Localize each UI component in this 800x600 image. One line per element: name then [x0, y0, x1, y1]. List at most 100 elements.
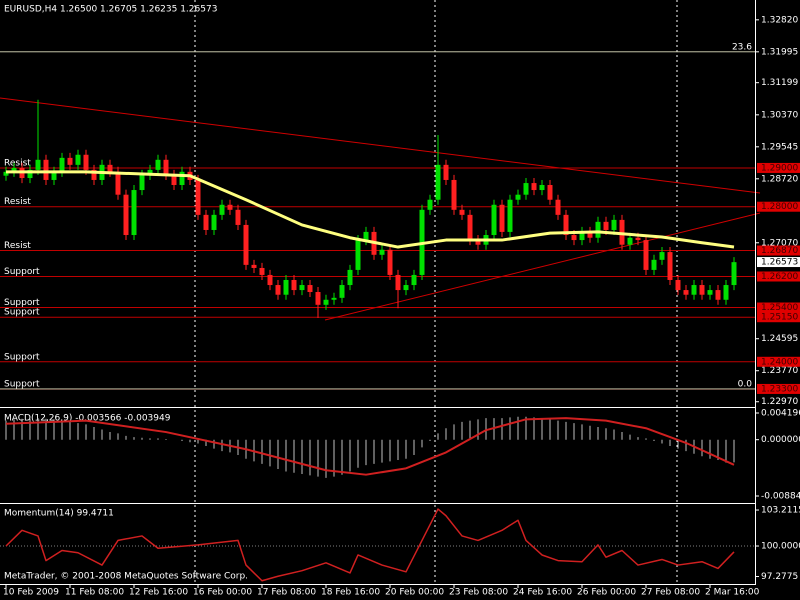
candle-body — [531, 183, 537, 191]
candle-body — [587, 231, 593, 238]
level-price-box — [757, 356, 800, 367]
level-name: Support — [4, 379, 40, 389]
y-tick-label: 1.28720 — [761, 174, 798, 184]
candle-body — [91, 169, 97, 180]
level-name: Support — [4, 267, 40, 277]
candle-body — [307, 285, 313, 293]
candle-body — [691, 285, 697, 295]
candle-body — [123, 194, 129, 236]
candle-body — [475, 240, 481, 245]
candle-body — [427, 199, 433, 210]
signal-line — [5, 417, 735, 476]
level-price-label: 1.28000 — [761, 202, 798, 212]
fibo-label: 23.6 — [732, 42, 752, 52]
x-tick-label: 17 Feb 08:00 — [257, 588, 316, 598]
candle-body — [491, 204, 497, 236]
candle-body — [259, 267, 265, 275]
candle-body — [571, 235, 577, 241]
candle-body — [627, 237, 633, 245]
candle-body — [299, 285, 305, 291]
candle-body — [339, 285, 345, 298]
y-tick-label: 1.30370 — [761, 110, 798, 120]
candle-body — [155, 159, 161, 170]
trend-line — [0, 97, 761, 194]
candle-body — [115, 171, 121, 195]
x-tick-label: 11 Feb 08:00 — [65, 588, 124, 598]
candle-body — [467, 214, 473, 241]
candle-body — [659, 252, 665, 260]
candle-body — [179, 171, 185, 186]
level-price-label: 1.25150 — [761, 313, 798, 323]
candle-body — [347, 269, 353, 286]
level-name: Support — [4, 352, 40, 362]
x-tick-label: 2 Mar 16:00 — [705, 588, 760, 598]
level-name: Resist — [4, 158, 31, 168]
candle-body — [411, 274, 417, 286]
candle-body — [707, 290, 713, 295]
candle-body — [555, 199, 561, 215]
candle-body — [235, 209, 241, 225]
candle-body — [643, 240, 649, 270]
candle-body — [51, 171, 57, 180]
y-tick-label: 97.2775 — [761, 572, 798, 582]
chart-header: EURUSD,H4 1.26500 1.26705 1.26235 1.2657… — [4, 5, 217, 15]
level-price-box — [757, 162, 800, 173]
panel-title: MACD(12,26,9) -0.003566 -0.003949 — [4, 414, 171, 424]
candle-body — [107, 164, 113, 172]
level-price-box — [757, 271, 800, 282]
candle-body — [139, 174, 145, 191]
candle-body — [723, 285, 729, 300]
moving-average — [6, 170, 735, 249]
candle-body — [699, 285, 705, 295]
x-tick-label: 27 Feb 08:00 — [641, 588, 700, 598]
y-tick-label: 1.31995 — [761, 47, 798, 57]
candle-body — [387, 249, 393, 275]
candle-body — [75, 154, 81, 165]
candle-body — [227, 204, 233, 210]
candle-body — [611, 219, 617, 230]
candle-body — [283, 279, 289, 295]
candle-body — [667, 252, 673, 280]
y-tick-label: 100.0000 — [761, 542, 800, 552]
candle-body — [459, 209, 465, 215]
candle-body — [331, 297, 337, 300]
candle-body — [267, 274, 273, 286]
candle-body — [315, 292, 321, 305]
candle-body — [35, 159, 41, 170]
last-price-label: 1.26573 — [761, 258, 798, 268]
level-price-box — [757, 383, 800, 394]
candle-body — [595, 221, 601, 238]
candle-body — [43, 159, 49, 180]
level-price-label: 1.26870 — [761, 246, 798, 256]
candle-body — [291, 279, 297, 291]
x-tick-label: 16 Feb 00:00 — [193, 588, 252, 598]
candle-body — [651, 259, 657, 270]
candle-body — [403, 285, 409, 291]
candle-body — [579, 231, 585, 241]
candle-body — [211, 214, 217, 230]
level-price-box — [757, 245, 800, 256]
y-tick-label: 103.2115 — [761, 506, 800, 516]
candle-body — [323, 299, 329, 305]
x-tick-label: 23 Feb 08:00 — [449, 588, 508, 598]
level-price-box — [757, 201, 800, 212]
x-tick-label: 10 Feb 2009 — [3, 588, 59, 598]
candle-body — [219, 204, 225, 215]
x-tick-label: 24 Feb 16:00 — [513, 588, 572, 598]
candle-body — [731, 262, 737, 286]
x-tick-label: 20 Feb 00:00 — [385, 588, 444, 598]
level-name: Support — [4, 308, 40, 318]
candle-body — [275, 285, 281, 295]
candle-body — [603, 221, 609, 230]
fibo-label: 0.0 — [738, 379, 753, 389]
level-name: Resist — [4, 241, 31, 251]
candle-body — [195, 179, 201, 215]
y-tick-label: 1.24595 — [761, 334, 798, 344]
candle-body — [675, 279, 681, 291]
candle-body — [355, 240, 361, 270]
candle-body — [379, 249, 385, 255]
candle-body — [131, 190, 137, 236]
level-price-label: 1.23300 — [761, 384, 798, 394]
